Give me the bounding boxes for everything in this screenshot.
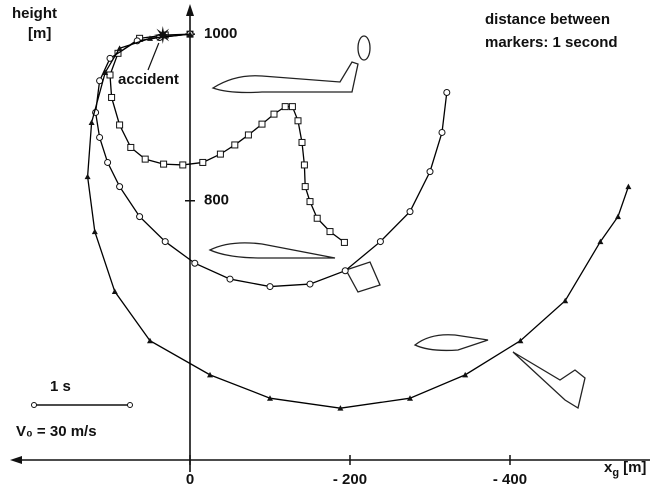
square-marker [271, 111, 277, 117]
square-marker [217, 151, 223, 157]
circle-marker [162, 239, 168, 245]
square-marker [327, 229, 333, 235]
speed-label: V₀ = 30 m/s [16, 423, 97, 440]
square-marker [289, 104, 295, 110]
accident-label: accident [118, 71, 179, 88]
square-marker [200, 159, 206, 165]
y-tick-label: 800 [204, 192, 229, 209]
circle-marker [267, 284, 273, 290]
x-label: xg[m] [604, 459, 646, 479]
x-tick-label: 0 [186, 471, 194, 488]
square-marker [307, 199, 313, 205]
square-marker [302, 184, 308, 190]
x-tick-label: - 200 [333, 471, 367, 488]
y-tick-label: 1000 [204, 25, 237, 42]
triangle-marker [562, 298, 568, 304]
circle-marker [342, 268, 348, 274]
square-marker [301, 162, 307, 168]
circle-marker [427, 169, 433, 175]
square-marker [109, 94, 115, 100]
scale-end [32, 403, 37, 408]
accident-marker [154, 26, 172, 44]
note-line-2: markers: 1 second [485, 34, 618, 51]
square-marker [128, 144, 134, 150]
scale-label: 1 s [50, 378, 71, 395]
x-arrow [10, 456, 22, 464]
circle-marker [407, 209, 413, 215]
circle-marker [227, 276, 233, 282]
circle-marker [105, 159, 111, 165]
square-marker [232, 142, 238, 148]
triangle-marker [625, 184, 631, 190]
square-marker [295, 118, 301, 124]
square-marker [142, 156, 148, 162]
circle-marker [444, 89, 450, 95]
y-arrow [186, 4, 194, 16]
triangle-marker [89, 119, 95, 125]
circle-marker [117, 184, 123, 190]
circle-marker [192, 260, 198, 266]
triangle-marker [112, 289, 118, 295]
circle-marker [97, 134, 103, 140]
circle-marker [439, 129, 445, 135]
accident-pointer [148, 43, 159, 70]
square-marker [282, 104, 288, 110]
square-marker [314, 215, 320, 221]
circle-marker [307, 281, 313, 287]
y-label: height [12, 5, 57, 22]
square-marker [161, 161, 167, 167]
circle-marker [137, 214, 143, 220]
square-marker [245, 132, 251, 138]
y-unit: [m] [28, 25, 51, 42]
chart: height [m] distance between markers: 1 s… [0, 0, 663, 490]
scale-end [128, 403, 133, 408]
triangle-marker [85, 174, 91, 180]
triangle-marker [207, 372, 213, 378]
note-line-1: distance between [485, 11, 610, 28]
square-marker [180, 162, 186, 168]
square-marker [299, 139, 305, 145]
circle-marker [377, 239, 383, 245]
triangle-marker [462, 372, 468, 378]
square-marker [117, 122, 123, 128]
x-tick-label: - 400 [493, 471, 527, 488]
glider-1 [213, 36, 370, 93]
trajectory-line [88, 34, 629, 408]
triangle-marker [92, 229, 98, 235]
square-marker [259, 121, 265, 127]
square-marker [341, 239, 347, 245]
triangle-marker [615, 214, 621, 220]
trajectory-line [110, 34, 344, 242]
glider-3 [415, 335, 585, 408]
